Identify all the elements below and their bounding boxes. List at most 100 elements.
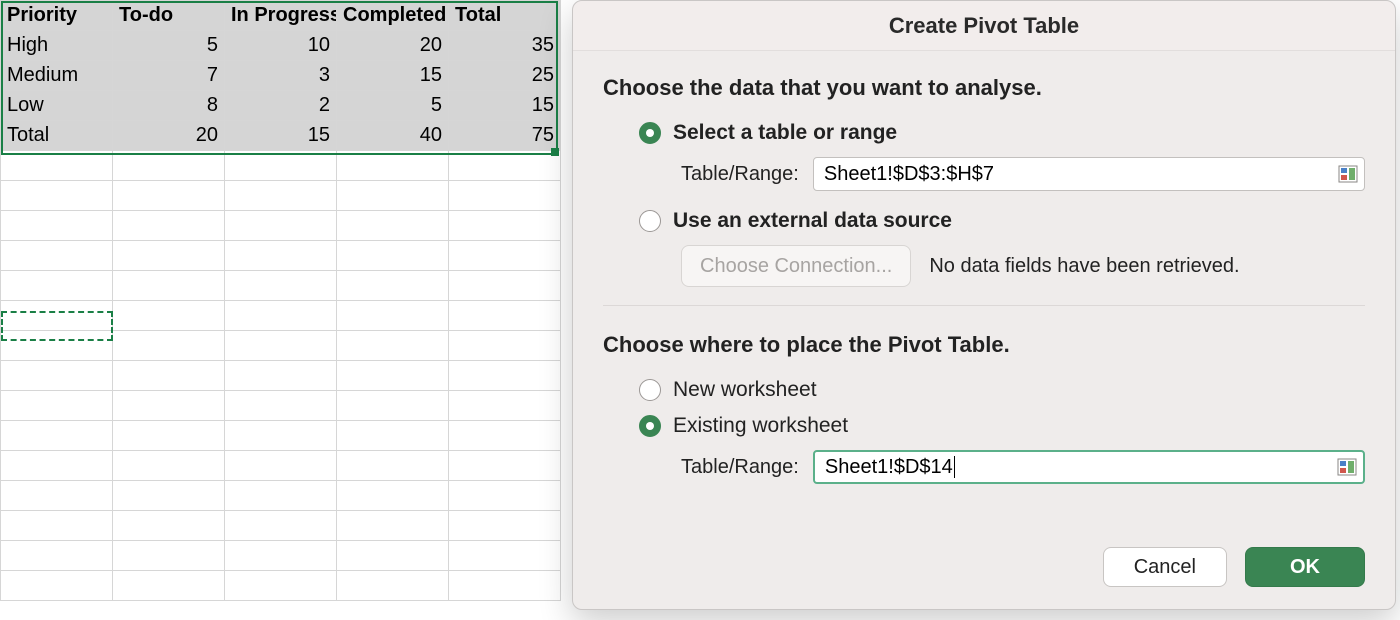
column-header[interactable]: Completed [337, 1, 449, 31]
empty-cell[interactable] [1, 361, 113, 391]
column-header[interactable]: Priority [1, 1, 113, 31]
empty-cell[interactable] [1, 391, 113, 421]
empty-cell[interactable] [337, 331, 449, 361]
empty-cell[interactable] [113, 361, 225, 391]
empty-cell[interactable] [337, 301, 449, 331]
data-cell[interactable]: 40 [337, 121, 449, 151]
data-cell[interactable]: 15 [449, 91, 561, 121]
empty-cell[interactable] [337, 421, 449, 451]
empty-cell[interactable] [113, 331, 225, 361]
column-header[interactable]: To-do [113, 1, 225, 31]
empty-cell[interactable] [113, 421, 225, 451]
empty-cell[interactable] [1, 541, 113, 571]
radio-external-source[interactable] [639, 210, 661, 232]
row-label[interactable]: Medium [1, 61, 113, 91]
empty-cell[interactable] [337, 511, 449, 541]
empty-cell[interactable] [225, 421, 337, 451]
empty-cell[interactable] [337, 271, 449, 301]
option-external-source[interactable]: Use an external data source [639, 209, 1365, 233]
empty-cell[interactable] [449, 481, 561, 511]
empty-cell[interactable] [113, 391, 225, 421]
location-input[interactable]: Sheet1!$D$14 [813, 450, 1365, 484]
data-cell[interactable]: 10 [225, 31, 337, 61]
empty-cell[interactable] [337, 151, 449, 181]
empty-cell[interactable] [449, 511, 561, 541]
empty-cell[interactable] [1, 211, 113, 241]
radio-select-table-range[interactable] [639, 122, 661, 144]
empty-cell[interactable] [449, 151, 561, 181]
empty-cell[interactable] [1, 151, 113, 181]
empty-cell[interactable] [449, 421, 561, 451]
empty-cell[interactable] [113, 211, 225, 241]
radio-existing-worksheet[interactable] [639, 415, 661, 437]
empty-cell[interactable] [225, 301, 337, 331]
spreadsheet-area[interactable]: PriorityTo-doIn ProgressCompletedTotalHi… [0, 0, 560, 620]
option-existing-worksheet[interactable]: Existing worksheet [639, 414, 1365, 438]
empty-cell[interactable] [113, 451, 225, 481]
empty-cell[interactable] [337, 241, 449, 271]
option-new-worksheet[interactable]: New worksheet [639, 378, 1365, 402]
empty-cell[interactable] [449, 391, 561, 421]
data-cell[interactable]: 7 [113, 61, 225, 91]
empty-cell[interactable] [225, 331, 337, 361]
range-picker-icon[interactable] [1338, 165, 1358, 183]
empty-cell[interactable] [337, 571, 449, 601]
empty-cell[interactable] [449, 211, 561, 241]
data-cell[interactable]: 25 [449, 61, 561, 91]
empty-cell[interactable] [449, 271, 561, 301]
empty-cell[interactable] [225, 571, 337, 601]
empty-cell[interactable] [1, 511, 113, 541]
empty-cell[interactable] [225, 271, 337, 301]
data-cell[interactable]: 8 [113, 91, 225, 121]
ok-button[interactable]: OK [1245, 547, 1365, 587]
empty-cell[interactable] [225, 241, 337, 271]
empty-cell[interactable] [1, 241, 113, 271]
data-cell[interactable]: 75 [449, 121, 561, 151]
empty-cell[interactable] [225, 361, 337, 391]
empty-cell[interactable] [449, 541, 561, 571]
empty-cell[interactable] [113, 181, 225, 211]
empty-cell[interactable] [225, 181, 337, 211]
empty-cell[interactable] [1, 451, 113, 481]
data-cell[interactable]: 3 [225, 61, 337, 91]
empty-cell[interactable] [449, 181, 561, 211]
data-table[interactable]: PriorityTo-doIn ProgressCompletedTotalHi… [0, 0, 561, 601]
empty-cell[interactable] [113, 301, 225, 331]
row-label[interactable]: Total [1, 121, 113, 151]
empty-cell[interactable] [225, 541, 337, 571]
table-range-input[interactable]: Sheet1!$D$3:$H$7 [813, 157, 1365, 191]
data-cell[interactable]: 5 [113, 31, 225, 61]
empty-cell[interactable] [1, 421, 113, 451]
empty-cell[interactable] [449, 571, 561, 601]
row-label[interactable]: High [1, 31, 113, 61]
empty-cell[interactable] [337, 211, 449, 241]
empty-cell[interactable] [225, 511, 337, 541]
empty-cell[interactable] [1, 181, 113, 211]
empty-cell[interactable] [337, 181, 449, 211]
data-cell[interactable]: 35 [449, 31, 561, 61]
cancel-button[interactable]: Cancel [1103, 547, 1227, 587]
data-cell[interactable]: 5 [337, 91, 449, 121]
data-cell[interactable]: 20 [113, 121, 225, 151]
data-cell[interactable]: 15 [225, 121, 337, 151]
data-cell[interactable]: 20 [337, 31, 449, 61]
empty-cell[interactable] [113, 511, 225, 541]
data-cell[interactable]: 15 [337, 61, 449, 91]
empty-cell[interactable] [449, 301, 561, 331]
empty-cell[interactable] [1, 571, 113, 601]
empty-cell[interactable] [337, 451, 449, 481]
empty-cell[interactable] [449, 361, 561, 391]
empty-cell[interactable] [113, 151, 225, 181]
column-header[interactable]: Total [449, 1, 561, 31]
empty-cell[interactable] [225, 151, 337, 181]
empty-cell[interactable] [449, 241, 561, 271]
empty-cell[interactable] [1, 301, 113, 331]
empty-cell[interactable] [337, 391, 449, 421]
radio-new-worksheet[interactable] [639, 379, 661, 401]
empty-cell[interactable] [449, 331, 561, 361]
empty-cell[interactable] [113, 241, 225, 271]
empty-cell[interactable] [1, 271, 113, 301]
range-picker-icon[interactable] [1337, 458, 1357, 476]
empty-cell[interactable] [337, 361, 449, 391]
empty-cell[interactable] [113, 571, 225, 601]
